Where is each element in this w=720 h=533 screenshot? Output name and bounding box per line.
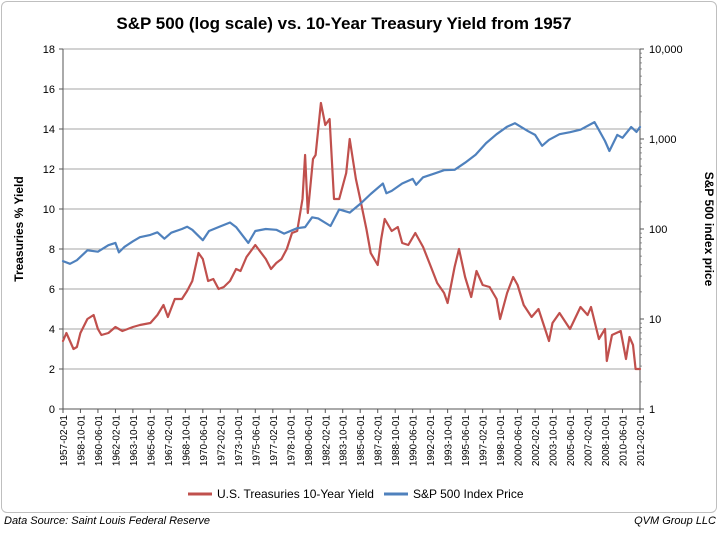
y2-tick-label: 10: [649, 314, 661, 326]
y2-tick-label: 10,000: [649, 44, 683, 56]
chart-title: S&P 500 (log scale) vs. 10-Year Treasury…: [116, 14, 571, 33]
legend: U.S. Treasuries 10-Year Yield S&P 500 Ind…: [188, 487, 524, 501]
y2-tick-label: 1,000: [649, 134, 677, 146]
sp500-price-line: [61, 120, 642, 265]
x-tick-label: 1983-10-01: [339, 415, 350, 467]
y-tick-label: 14: [43, 124, 55, 136]
x-tick-label: 2003-10-01: [549, 415, 560, 467]
chart-frame: [1, 1, 717, 513]
x-tick-label: 1997-02-01: [479, 415, 490, 467]
y-tick-label: 2: [49, 364, 55, 376]
x-tick-label: 1980-06-01: [304, 415, 315, 467]
x-tick-label: 1978-10-01: [286, 415, 297, 467]
legend-item-treasury-label: U.S. Treasuries 10-Year Yield: [217, 487, 374, 501]
x-tick-label: 1993-10-01: [444, 415, 455, 467]
series-lines: [61, 101, 642, 371]
y2-axis-label: S&P 500 index price: [702, 172, 716, 287]
y-axis-label: Treasuries % Yield: [12, 176, 26, 281]
y-tick-label: 4: [49, 324, 55, 336]
x-tick-label: 2012-02-01: [636, 415, 647, 467]
x-tick-label: 1985-06-01: [356, 415, 367, 467]
x-tick-label: 1973-10-01: [234, 415, 245, 467]
y2-tick-label: 100: [649, 224, 667, 236]
treasury-yield-line: [61, 101, 642, 371]
y-tick-label: 16: [43, 84, 55, 96]
y-tick-label: 0: [49, 404, 55, 416]
x-tick-label: 1977-02-01: [269, 415, 280, 467]
x-tick-label: 1988-10-01: [391, 415, 402, 467]
y-tick-label: 12: [43, 164, 55, 176]
x-tick-label: 1963-10-01: [129, 415, 140, 467]
y-tick-label: 6: [49, 284, 55, 296]
x-tick-label: 1968-10-01: [181, 415, 192, 467]
gridlines: [63, 48, 640, 370]
x-tick-label: 2002-02-01: [531, 415, 542, 467]
x-tick-label: 1987-02-01: [374, 415, 385, 467]
x-tick-label: 1990-06-01: [409, 415, 420, 467]
x-tick-label: 2000-06-01: [514, 415, 525, 467]
credit-note: QVM Group LLC: [634, 515, 716, 527]
x-tick-label: 1965-06-01: [146, 415, 157, 467]
y2-tick-label: 1: [649, 404, 655, 416]
x-tick-label: 1995-06-01: [461, 415, 472, 467]
x-tick-label: 1972-02-01: [216, 415, 227, 467]
x-tick-label: 1975-06-01: [251, 415, 262, 467]
x-tick-label: 1992-02-01: [426, 415, 437, 467]
y-tick-label: 8: [49, 244, 55, 256]
x-tick-label: 1958-10-01: [76, 415, 87, 467]
x-tick-label: 2008-10-01: [601, 415, 612, 467]
x-tick-label: 2005-06-01: [566, 415, 577, 467]
x-tick-label: 1962-02-01: [111, 415, 122, 467]
x-tick-label: 1967-02-01: [164, 415, 175, 467]
x-tick-label: 2007-02-01: [584, 415, 595, 467]
x-tick-label: 1970-06-01: [199, 415, 210, 467]
x-tick-label: 1998-10-01: [496, 415, 507, 467]
y-tick-label: 18: [43, 44, 55, 56]
y-tick-label: 10: [43, 204, 55, 216]
legend-item-sp500-label: S&P 500 Index Price: [413, 487, 524, 501]
data-source-note: Data Source: Saint Louis Federal Reserve: [4, 515, 211, 527]
axes: 0 2 4 6 8 10 12 14 16 18 1 10 100 1,000 10,000 1957-02-…: [43, 44, 683, 466]
x-tick-label: 2010-06-01: [618, 415, 629, 467]
x-tick-label: 1960-06-01: [94, 415, 105, 467]
x-tick-label: 1982-02-01: [321, 415, 332, 467]
x-tick-label: 1957-02-01: [59, 415, 70, 467]
